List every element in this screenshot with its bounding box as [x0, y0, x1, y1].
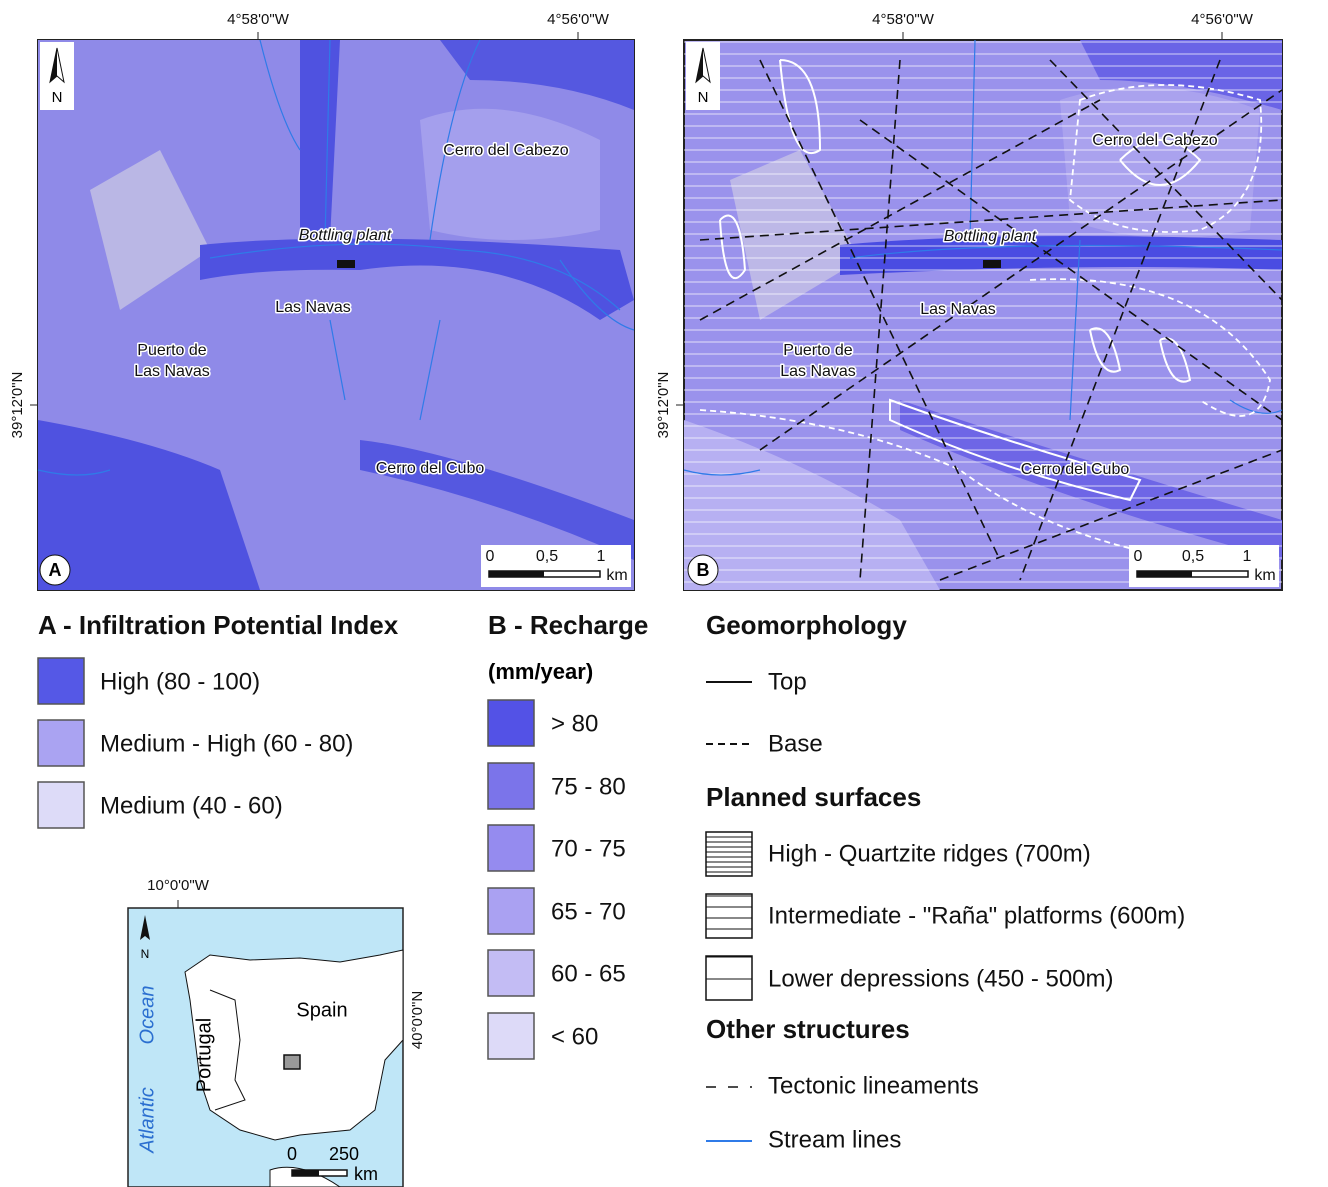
legend-swatch — [488, 700, 534, 746]
panel-b: 4°58'0"W 4°56'0"W 39°12'0"N N Cerro del … — [655, 11, 1282, 590]
legend-swatch — [488, 763, 534, 809]
legend-label: 65 - 70 — [551, 898, 626, 925]
place-label: Cerro del Cubo — [376, 460, 485, 477]
scale-label: 0 — [287, 1144, 297, 1164]
scale-unit: km — [354, 1164, 378, 1184]
legend-a: A - Infiltration Potential Index High (8… — [38, 610, 399, 828]
legend-label: 60 - 65 — [551, 960, 626, 987]
legend-swatch — [488, 950, 534, 996]
north-label: N — [52, 89, 63, 106]
lon-label: 10°0'0"W — [147, 877, 210, 894]
place-label: Bottling plant — [299, 227, 392, 244]
legend-swatch — [488, 1013, 534, 1059]
scale-bar — [292, 1170, 319, 1176]
legend-title: Other structures — [706, 1014, 910, 1044]
inset-map: 10°0'0"W 40°0'0"N N Spain Portugal Atlan… — [128, 877, 426, 1187]
place-label: Bottling plant — [944, 228, 1037, 245]
scale-bar — [489, 571, 544, 577]
legend-label: 75 - 80 — [551, 773, 626, 800]
country-label: Portugal — [193, 1018, 215, 1093]
iberia — [185, 950, 403, 1140]
scale-label: 0,5 — [536, 548, 558, 565]
lat-label: 39°12'0"N — [9, 372, 26, 439]
scale-label: 0 — [486, 548, 495, 565]
place-label: Las Navas — [275, 299, 351, 316]
legend-label: High - Quartzite ridges (700m) — [768, 840, 1091, 867]
place-label: Puerto de — [137, 342, 206, 359]
legend-label: 70 - 75 — [551, 835, 626, 862]
ocean-label: Ocean — [136, 986, 158, 1045]
scale-label: 0 — [1134, 548, 1143, 565]
legend-label: Medium (40 - 60) — [100, 792, 283, 819]
legend-symbol — [706, 832, 752, 876]
scale-label: 0,5 — [1182, 548, 1204, 565]
legend-swatch — [38, 782, 84, 828]
legend-label: < 60 — [551, 1023, 598, 1050]
scale-bar — [1137, 571, 1192, 577]
country-label: Spain — [296, 999, 347, 1021]
legend-symbol — [706, 956, 752, 1000]
north-label: N — [141, 947, 150, 961]
place-label: Las Navas — [134, 363, 210, 380]
panel-letter: A — [49, 560, 62, 580]
legend-label: Lower depressions (450 - 500m) — [768, 965, 1114, 992]
terrain — [420, 109, 600, 240]
place-label: Las Navas — [780, 363, 856, 380]
place-label: Cerro del Cabezo — [1092, 132, 1218, 149]
legend-label: Medium - High (60 - 80) — [100, 730, 353, 757]
legend-swatch — [38, 658, 84, 704]
lon-label: 4°56'0"W — [547, 11, 610, 28]
place-label: Las Navas — [920, 301, 996, 318]
legend-swatch — [488, 888, 534, 934]
place-label: Puerto de — [783, 342, 852, 359]
legend-symbol — [706, 894, 752, 938]
legend-swatch — [38, 720, 84, 766]
legend-label: Top — [768, 668, 807, 695]
legend-label: Intermediate - "Raña" platforms (600m) — [768, 902, 1185, 929]
lon-label: 4°58'0"W — [872, 11, 935, 28]
legend-b: B - Recharge (mm/year) > 80 75 - 80 70 -… — [488, 610, 648, 1059]
legend-title: Planned surfaces — [706, 782, 921, 812]
scale-unit: km — [1254, 567, 1275, 584]
legend-unit: (mm/year) — [488, 659, 593, 684]
legend-title: B - Recharge — [488, 610, 648, 640]
legend-label: Stream lines — [768, 1126, 901, 1153]
bottling-plant-marker — [337, 260, 355, 268]
scale-label: 1 — [1243, 548, 1252, 565]
legend-label: Tectonic lineaments — [768, 1072, 979, 1099]
lat-label: 39°12'0"N — [655, 372, 672, 439]
lon-label: 4°58'0"W — [227, 11, 290, 28]
panel-letter: B — [697, 560, 710, 580]
scale-label: 250 — [329, 1144, 359, 1164]
place-label: Cerro del Cabezo — [443, 142, 569, 159]
lon-label: 4°56'0"W — [1191, 11, 1254, 28]
legend-title: Geomorphology — [706, 610, 907, 640]
north-label: N — [698, 89, 709, 106]
legend-title: A - Infiltration Potential Index — [38, 610, 399, 640]
scale-label: 1 — [597, 548, 606, 565]
ocean-label: Atlantic — [136, 1087, 158, 1154]
legend-label: > 80 — [551, 710, 598, 737]
place-label: Cerro del Cubo — [1021, 461, 1130, 478]
legend-label: High (80 - 100) — [100, 668, 260, 695]
panel-a: 4°58'0"W 4°56'0"W 39°12'0"N N Cerro del … — [9, 11, 634, 590]
lat-label: 40°0'0"N — [409, 991, 426, 1049]
legend-geomorphology: Geomorphology Top Base Planned surfaces … — [706, 610, 1185, 1153]
figure: 4°58'0"W 4°56'0"W 39°12'0"N N Cerro del … — [0, 0, 1328, 1187]
scale-unit: km — [606, 567, 627, 584]
legend-label: Base — [768, 730, 823, 757]
legend-swatch — [488, 825, 534, 871]
bottling-plant-marker — [983, 260, 1001, 268]
study-area — [284, 1055, 300, 1069]
